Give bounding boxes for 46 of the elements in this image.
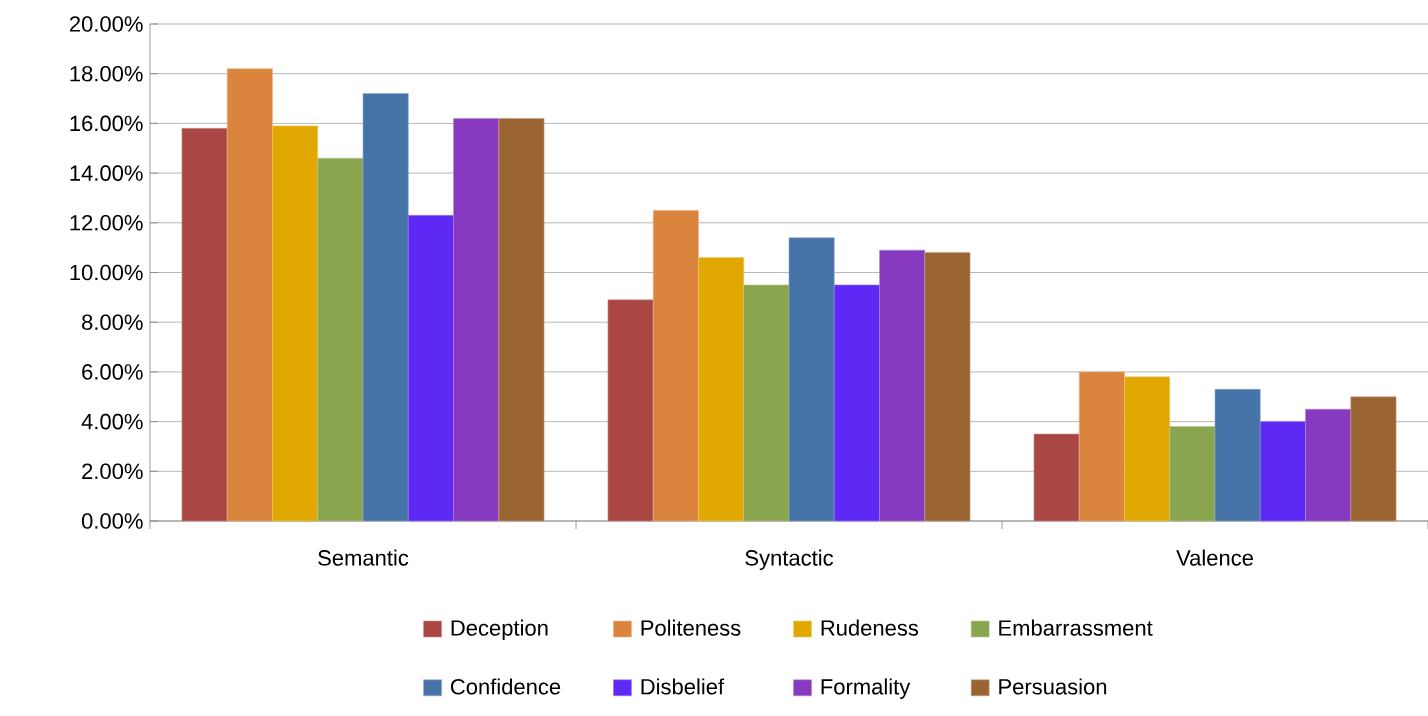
y-tick-label: 14.00%: [70, 165, 143, 181]
bar: [226, 68, 273, 522]
bar: [879, 249, 926, 522]
y-tick-label: 12.00%: [70, 215, 143, 231]
bar: [362, 93, 409, 522]
legend-label: Politeness: [641, 619, 741, 636]
y-tick-label: 8.00%: [82, 314, 143, 330]
bar: [1033, 433, 1080, 522]
x-tick-label: Syntactic: [745, 549, 834, 571]
legend-label: Formality: [821, 678, 911, 699]
bar: [1350, 396, 1397, 522]
x-tick-label: Valence: [1176, 549, 1253, 566]
y-tick-label: 2.00%: [82, 463, 143, 480]
bar: [407, 215, 454, 522]
bar: [788, 237, 835, 522]
legend-label: Persuasion: [999, 678, 1107, 695]
y-tick-label: 4.00%: [81, 413, 143, 430]
bar: [272, 125, 319, 522]
legend-label: Embarrassment: [999, 619, 1153, 636]
bar: [1214, 389, 1261, 522]
bar: [317, 157, 364, 522]
bar: [181, 128, 228, 522]
bar: [652, 210, 699, 522]
x-tick-label: Semantic: [318, 549, 409, 566]
y-tick-label: 0.00%: [81, 513, 143, 529]
bar: [453, 118, 500, 522]
y-tick-label: 20.00%: [69, 16, 143, 32]
bar: [743, 284, 790, 522]
bar: [1124, 376, 1171, 522]
bar: [1169, 426, 1216, 522]
bar: [1078, 371, 1125, 522]
bar: [698, 257, 745, 522]
legend-label: Rudeness: [821, 619, 919, 636]
y-tick-label: 6.00%: [82, 364, 143, 380]
y-tick-label: 10.00%: [70, 264, 143, 281]
legend-label: Deception: [451, 619, 548, 641]
bar: [1305, 408, 1352, 522]
bar: [607, 299, 654, 522]
legend-label: Disbelief: [641, 678, 725, 695]
y-tick-label: 18.00%: [70, 65, 143, 82]
bar: [924, 252, 971, 522]
bar: [833, 284, 880, 522]
legend-label: Confidence: [450, 678, 561, 695]
bar: [1259, 421, 1306, 522]
bar: [498, 118, 545, 522]
y-tick-label: 16.00%: [70, 115, 143, 132]
